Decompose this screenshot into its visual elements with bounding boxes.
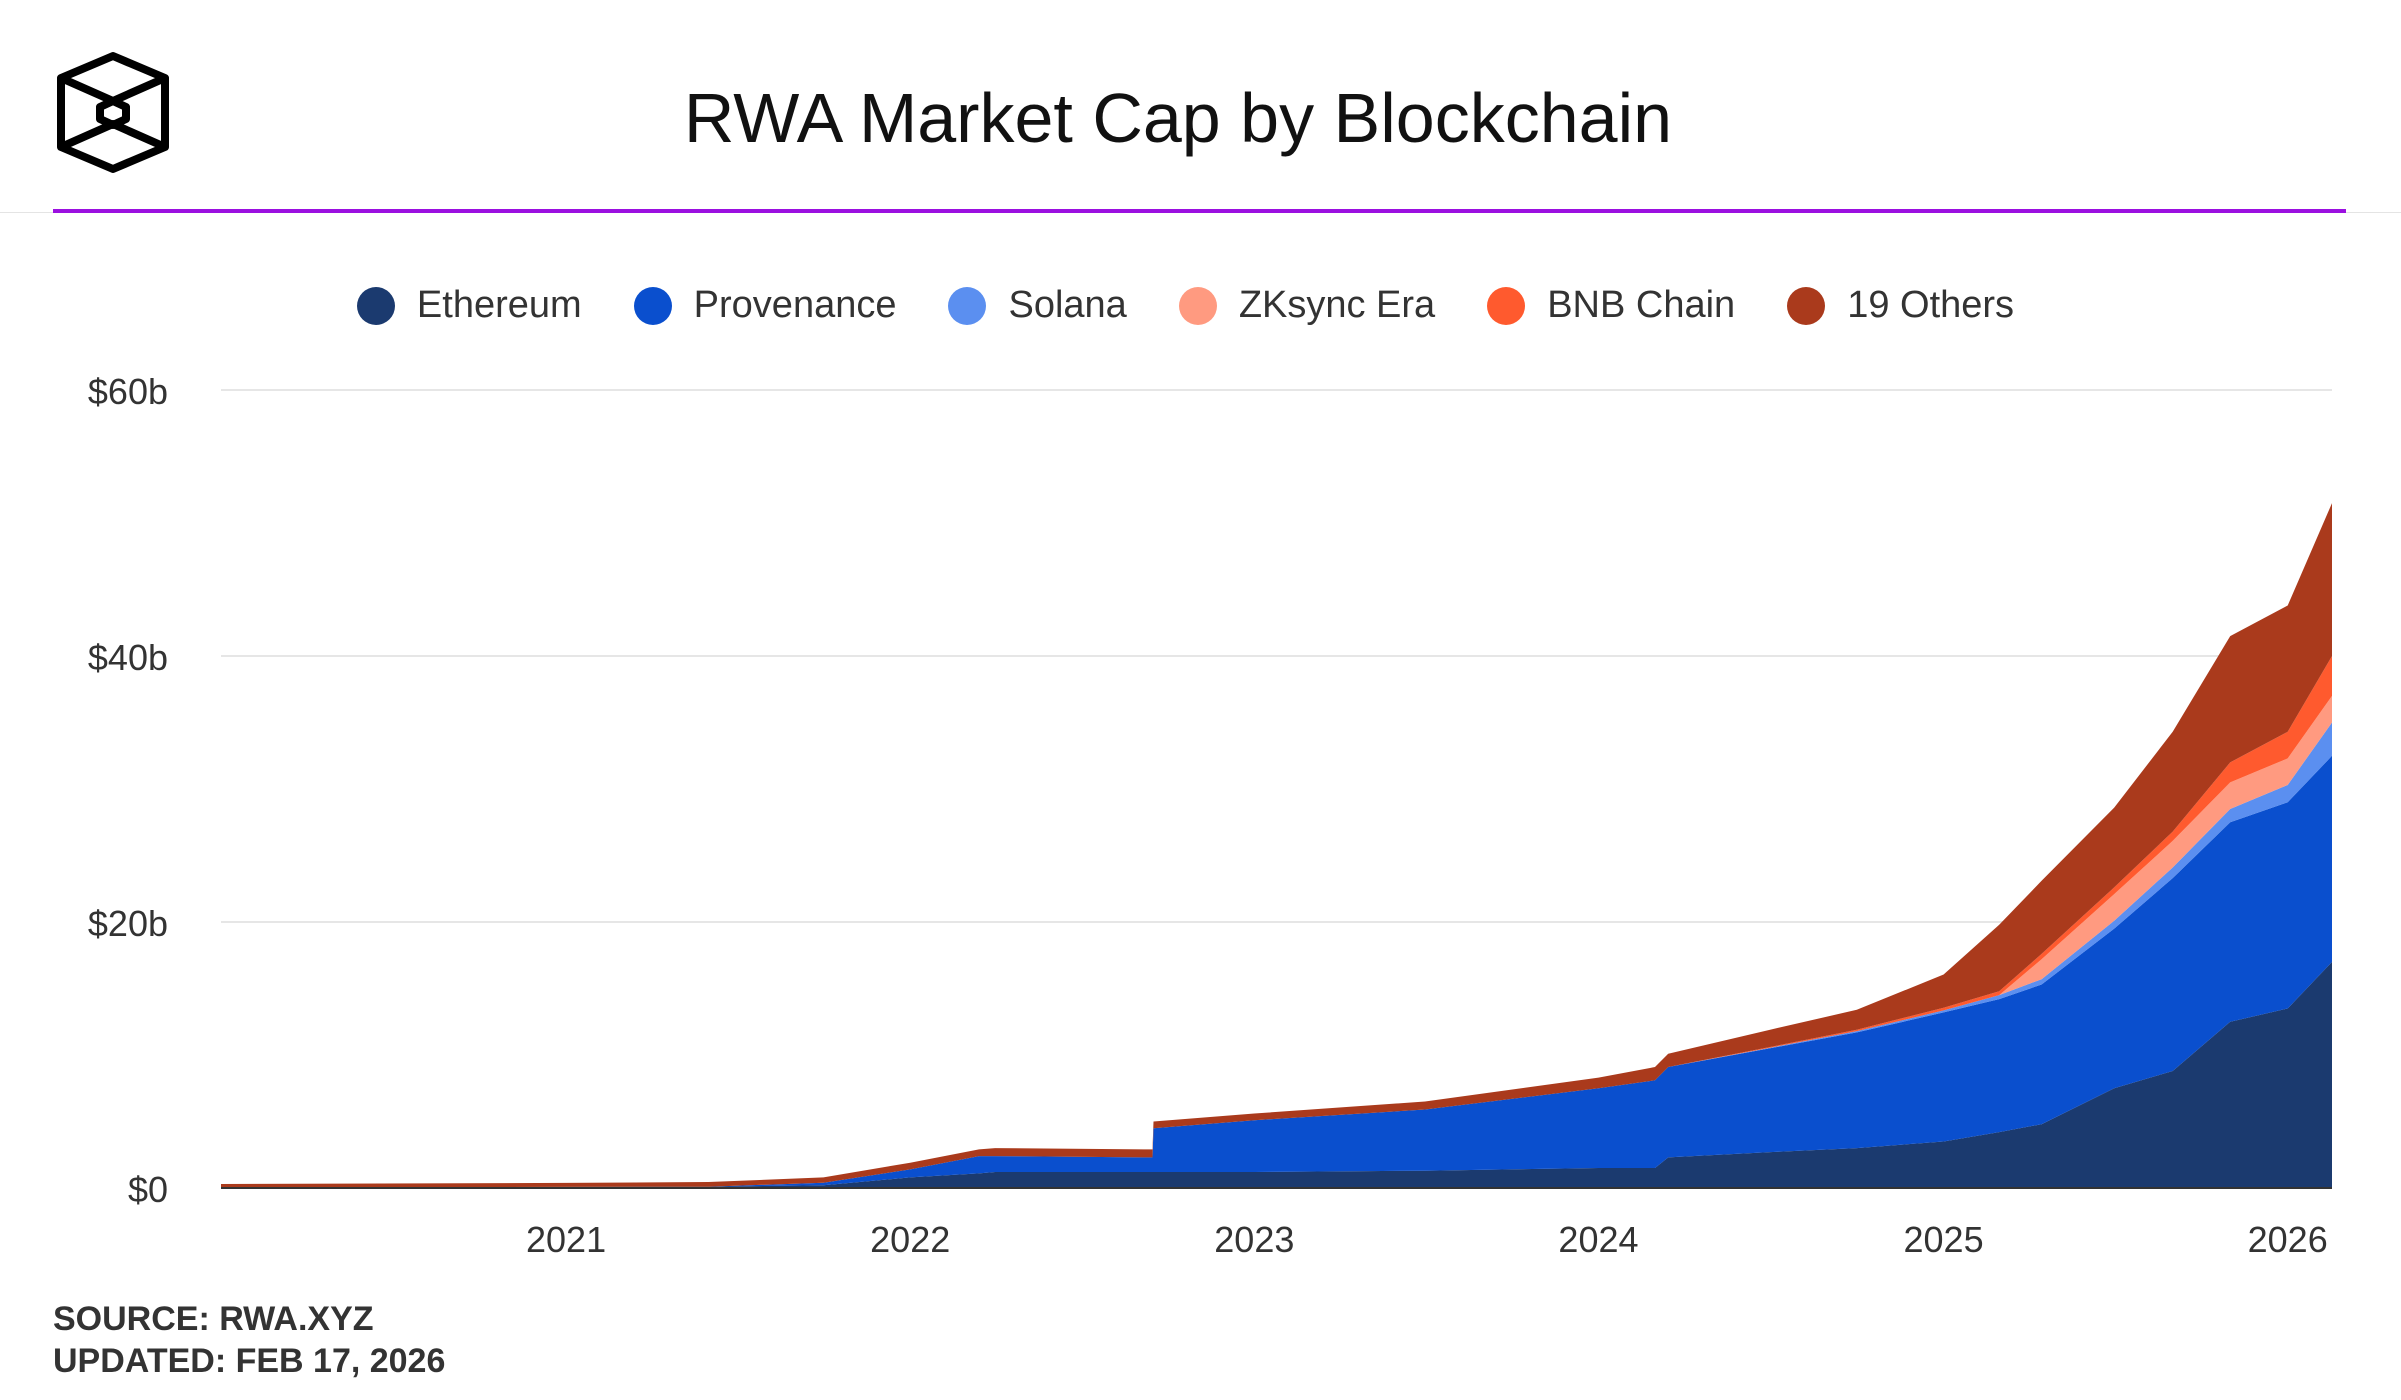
- x-tick-label: 2022: [870, 1219, 950, 1260]
- legend-item[interactable]: ZKsync Era: [1178, 284, 1436, 327]
- legend-swatch-icon: [1787, 286, 1826, 325]
- legend-item[interactable]: BNB Chain: [1487, 284, 1735, 327]
- legend-swatch-icon: [948, 286, 987, 325]
- legend-label: Provenance: [693, 284, 897, 326]
- legend-swatch-icon: [1178, 286, 1217, 325]
- source-text: SOURCE: RWA.XYZ: [53, 1300, 374, 1338]
- legend-item[interactable]: Provenance: [633, 284, 897, 327]
- legend-label: ZKsync Era: [1238, 284, 1436, 326]
- x-tick-label: 2024: [1558, 1219, 1638, 1260]
- legend-item[interactable]: Solana: [948, 284, 1127, 327]
- logo-cube-icon: [57, 52, 169, 173]
- y-tick-label: $40b: [88, 637, 168, 678]
- legend-swatch-icon: [356, 286, 395, 325]
- legend-label: 19 Others: [1847, 284, 2015, 326]
- y-tick-label: $0: [128, 1169, 168, 1210]
- legend-label: BNB Chain: [1547, 284, 1736, 326]
- area-ethereum: [221, 961, 2332, 1188]
- x-tick-label: 2025: [1904, 1219, 1984, 1260]
- x-tick-label: 2026: [2248, 1219, 2328, 1260]
- legend-label: Ethereum: [416, 284, 582, 326]
- area-provenance: [221, 755, 2332, 1188]
- y-tick-label: $60b: [88, 371, 168, 412]
- legend-item[interactable]: 19 Others: [1787, 284, 2014, 327]
- legend-label: Solana: [1008, 284, 1127, 326]
- legend-item[interactable]: Ethereum: [356, 284, 582, 327]
- legend-swatch-icon: [633, 286, 672, 325]
- footer: SOURCE: RWA.XYZ UPDATED: FEB 17, 2026: [53, 1298, 445, 1382]
- x-tick-label: 2023: [1214, 1219, 1294, 1260]
- accent-divider: [53, 209, 2346, 213]
- y-tick-label: $20b: [88, 903, 168, 944]
- x-tick-label: 2021: [526, 1219, 606, 1260]
- updated-text: UPDATED: FEB 17, 2026: [53, 1342, 446, 1380]
- legend: Ethereum Provenance Solana ZKsync Era BNB Ch…: [0, 284, 2401, 327]
- legend-swatch-icon: [1487, 286, 1526, 325]
- chart-title: RWA Market Cap by Blockchain: [683, 79, 1673, 157]
